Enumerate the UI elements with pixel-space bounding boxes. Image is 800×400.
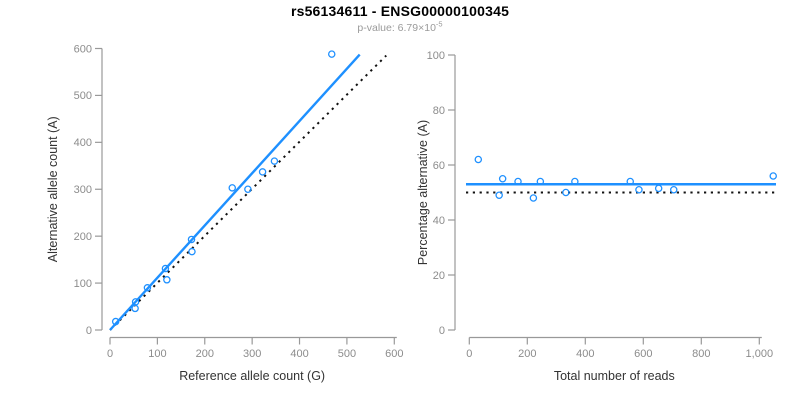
x-tick-label: 500: [338, 348, 356, 360]
y-tick-label: 500: [74, 90, 92, 102]
x-axis-title: Reference allele count (G): [179, 369, 325, 383]
y-axis-title: Alternative allele count (A): [46, 116, 60, 262]
x-tick-label: 0: [466, 348, 472, 360]
data-point: [244, 185, 252, 193]
data-point: [328, 50, 336, 58]
y-tick-label: 200: [74, 231, 92, 243]
figure-title: rs56134611 - ENSG00000100345: [290, 3, 510, 19]
data-point: [111, 317, 120, 326]
pvalue-exponent: -5: [435, 19, 443, 29]
x-tick-label: 300: [243, 348, 261, 360]
data-point: [571, 177, 579, 186]
data-point: [498, 174, 507, 183]
y-tick-label: 60: [433, 160, 445, 172]
data-point: [514, 177, 522, 186]
data-point: [536, 177, 545, 186]
data-point: [495, 191, 503, 199]
data-point: [143, 284, 152, 292]
x-axis-title: Total number of reads: [554, 369, 675, 383]
x-tick-label: 400: [290, 348, 308, 360]
x-tick-label: 200: [196, 348, 214, 360]
y-tick-label: 0: [86, 325, 92, 337]
y-tick-label: 400: [74, 137, 92, 149]
data-point: [529, 194, 538, 202]
data-point: [188, 247, 196, 256]
y-tick-label: 600: [74, 43, 92, 55]
data-point: [270, 157, 279, 165]
data-point: [654, 184, 663, 193]
y-tick-label: 0: [439, 325, 445, 337]
data-point: [562, 188, 570, 197]
data-point: [635, 185, 643, 194]
x-tick-label: 800: [692, 348, 710, 360]
y-tick-label: 300: [74, 184, 92, 196]
right-scatter-plot: 0 200 400 600 800 1,000 0 20 40 60 80 100 Total numb…: [416, 50, 777, 383]
data-point: [161, 264, 170, 273]
y-tick-label: 40: [433, 215, 445, 227]
pvalue-text: p-value: 6.79×10: [357, 22, 436, 34]
y-axis-title: Percentage alternative (A): [416, 120, 430, 265]
x-tick-label: 600: [634, 348, 652, 360]
data-point: [187, 235, 196, 244]
data-point: [769, 172, 777, 180]
data-point: [626, 177, 635, 186]
x-tick-label: 0: [107, 348, 113, 360]
data-point: [163, 276, 171, 284]
x-tick-label: 1,000: [746, 348, 774, 360]
x-tick-label: 400: [576, 348, 594, 360]
fitted-line: [109, 53, 361, 331]
y-tick-label: 80: [433, 105, 445, 117]
figure-subtitle-pvalue: p-value: 6.79×10-5: [0, 19, 800, 34]
x-tick-label: 100: [148, 348, 166, 360]
y-tick-label: 100: [427, 50, 445, 62]
data-point: [474, 155, 483, 164]
data-point: [258, 168, 267, 176]
y-tick-label: 100: [74, 278, 92, 290]
data-point: [228, 184, 236, 192]
x-tick-label: 600: [385, 348, 403, 360]
left-scatter-plot: 0 100 200 300 400 500 600 0 100 200 300 400 500 600 Re…: [46, 43, 403, 383]
y-tick-label: 20: [433, 270, 445, 282]
x-tick-label: 200: [518, 348, 536, 360]
data-point: [131, 298, 140, 306]
data-point: [670, 185, 678, 194]
